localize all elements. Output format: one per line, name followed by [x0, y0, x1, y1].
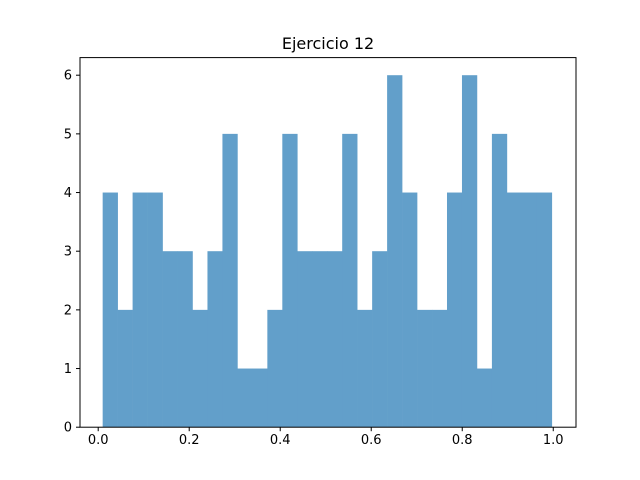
- histogram-bar: [357, 309, 373, 428]
- histogram-bar: [432, 309, 448, 428]
- chart-title: Ejercicio 12: [282, 34, 374, 53]
- histogram-bar: [147, 192, 163, 428]
- histogram-bar: [252, 368, 268, 428]
- y-tick-label: 4: [64, 186, 72, 201]
- histogram-bar: [267, 309, 283, 428]
- histogram-bar: [237, 368, 253, 428]
- histogram-bar: [521, 192, 538, 428]
- histogram-bar: [312, 251, 328, 428]
- y-tick-label: 3: [64, 245, 72, 260]
- histogram-bar: [327, 251, 343, 428]
- x-tick-label: 1.0: [543, 433, 564, 448]
- histogram-bar: [491, 133, 508, 428]
- y-tick-label: 0: [64, 421, 72, 436]
- x-tick-label: 0.8: [452, 433, 473, 448]
- x-axis-ticks: 0.0 0.2 0.4 0.6 0.8 1.0: [88, 427, 564, 448]
- x-tick-label: 0.4: [270, 433, 291, 448]
- y-tick-label: 2: [64, 303, 72, 318]
- histogram-bar: [207, 251, 223, 428]
- histogram-bar: [476, 368, 493, 428]
- x-tick-label: 0.6: [361, 433, 382, 448]
- histogram-bar: [446, 192, 463, 428]
- histogram-bar: [372, 251, 388, 428]
- bars-group: [102, 75, 553, 428]
- histogram-bar: [132, 192, 148, 428]
- y-tick-label: 6: [64, 69, 72, 84]
- histogram-bar: [117, 309, 133, 428]
- x-tick-label: 0.2: [179, 433, 200, 448]
- histogram-bar: [162, 251, 178, 428]
- histogram-bar: [536, 192, 553, 428]
- y-tick-label: 1: [64, 362, 72, 377]
- histogram-bar: [192, 309, 208, 428]
- histogram-bar: [297, 251, 313, 428]
- x-tick-label: 0.0: [88, 433, 109, 448]
- histogram-bar: [402, 192, 418, 428]
- histogram-bar: [282, 133, 298, 428]
- histogram-bar: [102, 192, 118, 428]
- histogram-bar: [506, 192, 523, 428]
- histogram-bar: [461, 75, 478, 428]
- y-axis-ticks: 0 1 2 3 4 5 6: [64, 69, 80, 436]
- histogram-bar: [342, 133, 358, 428]
- histogram-bar: [222, 133, 238, 428]
- plot-frame: [79, 57, 577, 428]
- histogram-bar: [177, 251, 193, 428]
- histogram-bar: [417, 309, 433, 428]
- histogram-bar: [387, 75, 403, 428]
- y-tick-label: 5: [64, 127, 72, 142]
